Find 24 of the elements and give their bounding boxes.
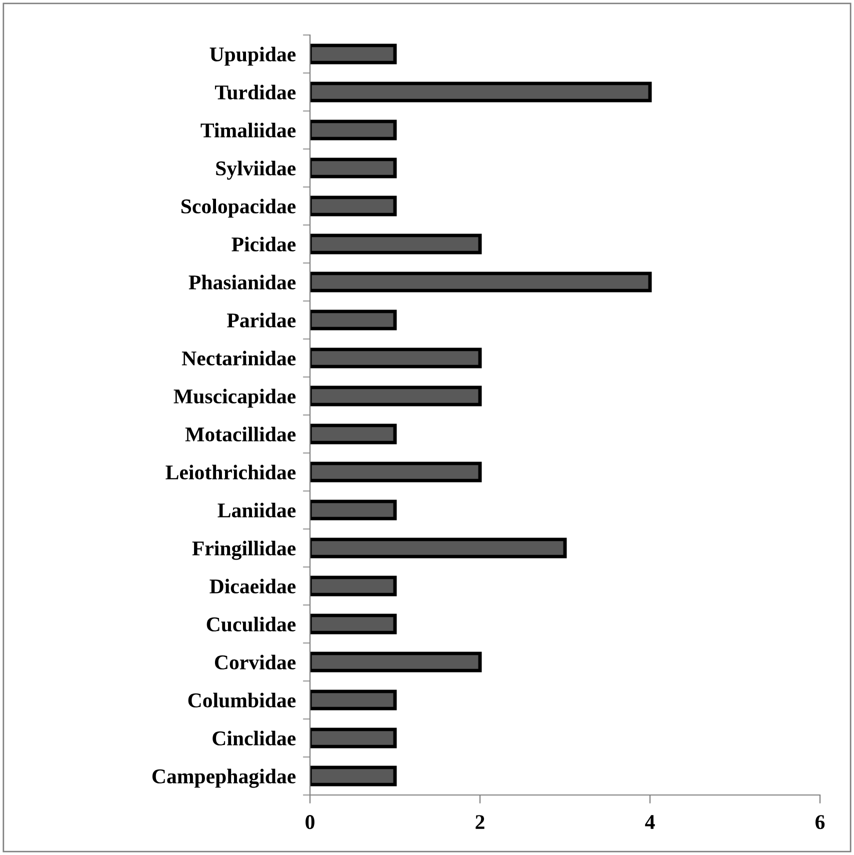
y-tick-label: Leiothrichidae bbox=[166, 464, 296, 480]
y-tick-label: Sylviidae bbox=[216, 160, 296, 180]
y-tick-label: Upupidae bbox=[210, 46, 296, 66]
y-tick-label: Paridae bbox=[227, 312, 296, 328]
y-tick-label: Laniidae bbox=[218, 502, 296, 518]
y-tick-label: Cuculidae bbox=[206, 616, 296, 632]
y-tick-label: Phasianidae bbox=[188, 274, 296, 290]
y-tick-label: Picidae bbox=[232, 236, 296, 252]
x-tick-label: 2 bbox=[476, 815, 484, 829]
y-tick-label: Dicaeidae bbox=[210, 578, 296, 594]
x-tick-label: 4 bbox=[645, 815, 655, 829]
y-tick-label: Fringillidae bbox=[192, 540, 296, 560]
y-tick-label: Corvidae bbox=[214, 654, 296, 670]
y-tick-label: Nectarinidae bbox=[182, 350, 296, 366]
y-tick-label: Muscicapidae bbox=[174, 388, 296, 408]
y-tick-label: Turdidae bbox=[214, 84, 296, 100]
x-tick-label: 6 bbox=[816, 815, 825, 830]
y-tick-label: Campephagidae bbox=[152, 768, 296, 788]
y-tick-label: Timaliidae bbox=[200, 122, 296, 138]
y-tick-label: Motacillidae bbox=[185, 426, 296, 442]
y-tick-label: Cinclidae bbox=[212, 730, 296, 746]
y-tick-label: Scolopacidae bbox=[181, 198, 296, 218]
y-tick-label: Columbidae bbox=[188, 692, 296, 708]
x-tick-label: 0 bbox=[306, 815, 314, 830]
